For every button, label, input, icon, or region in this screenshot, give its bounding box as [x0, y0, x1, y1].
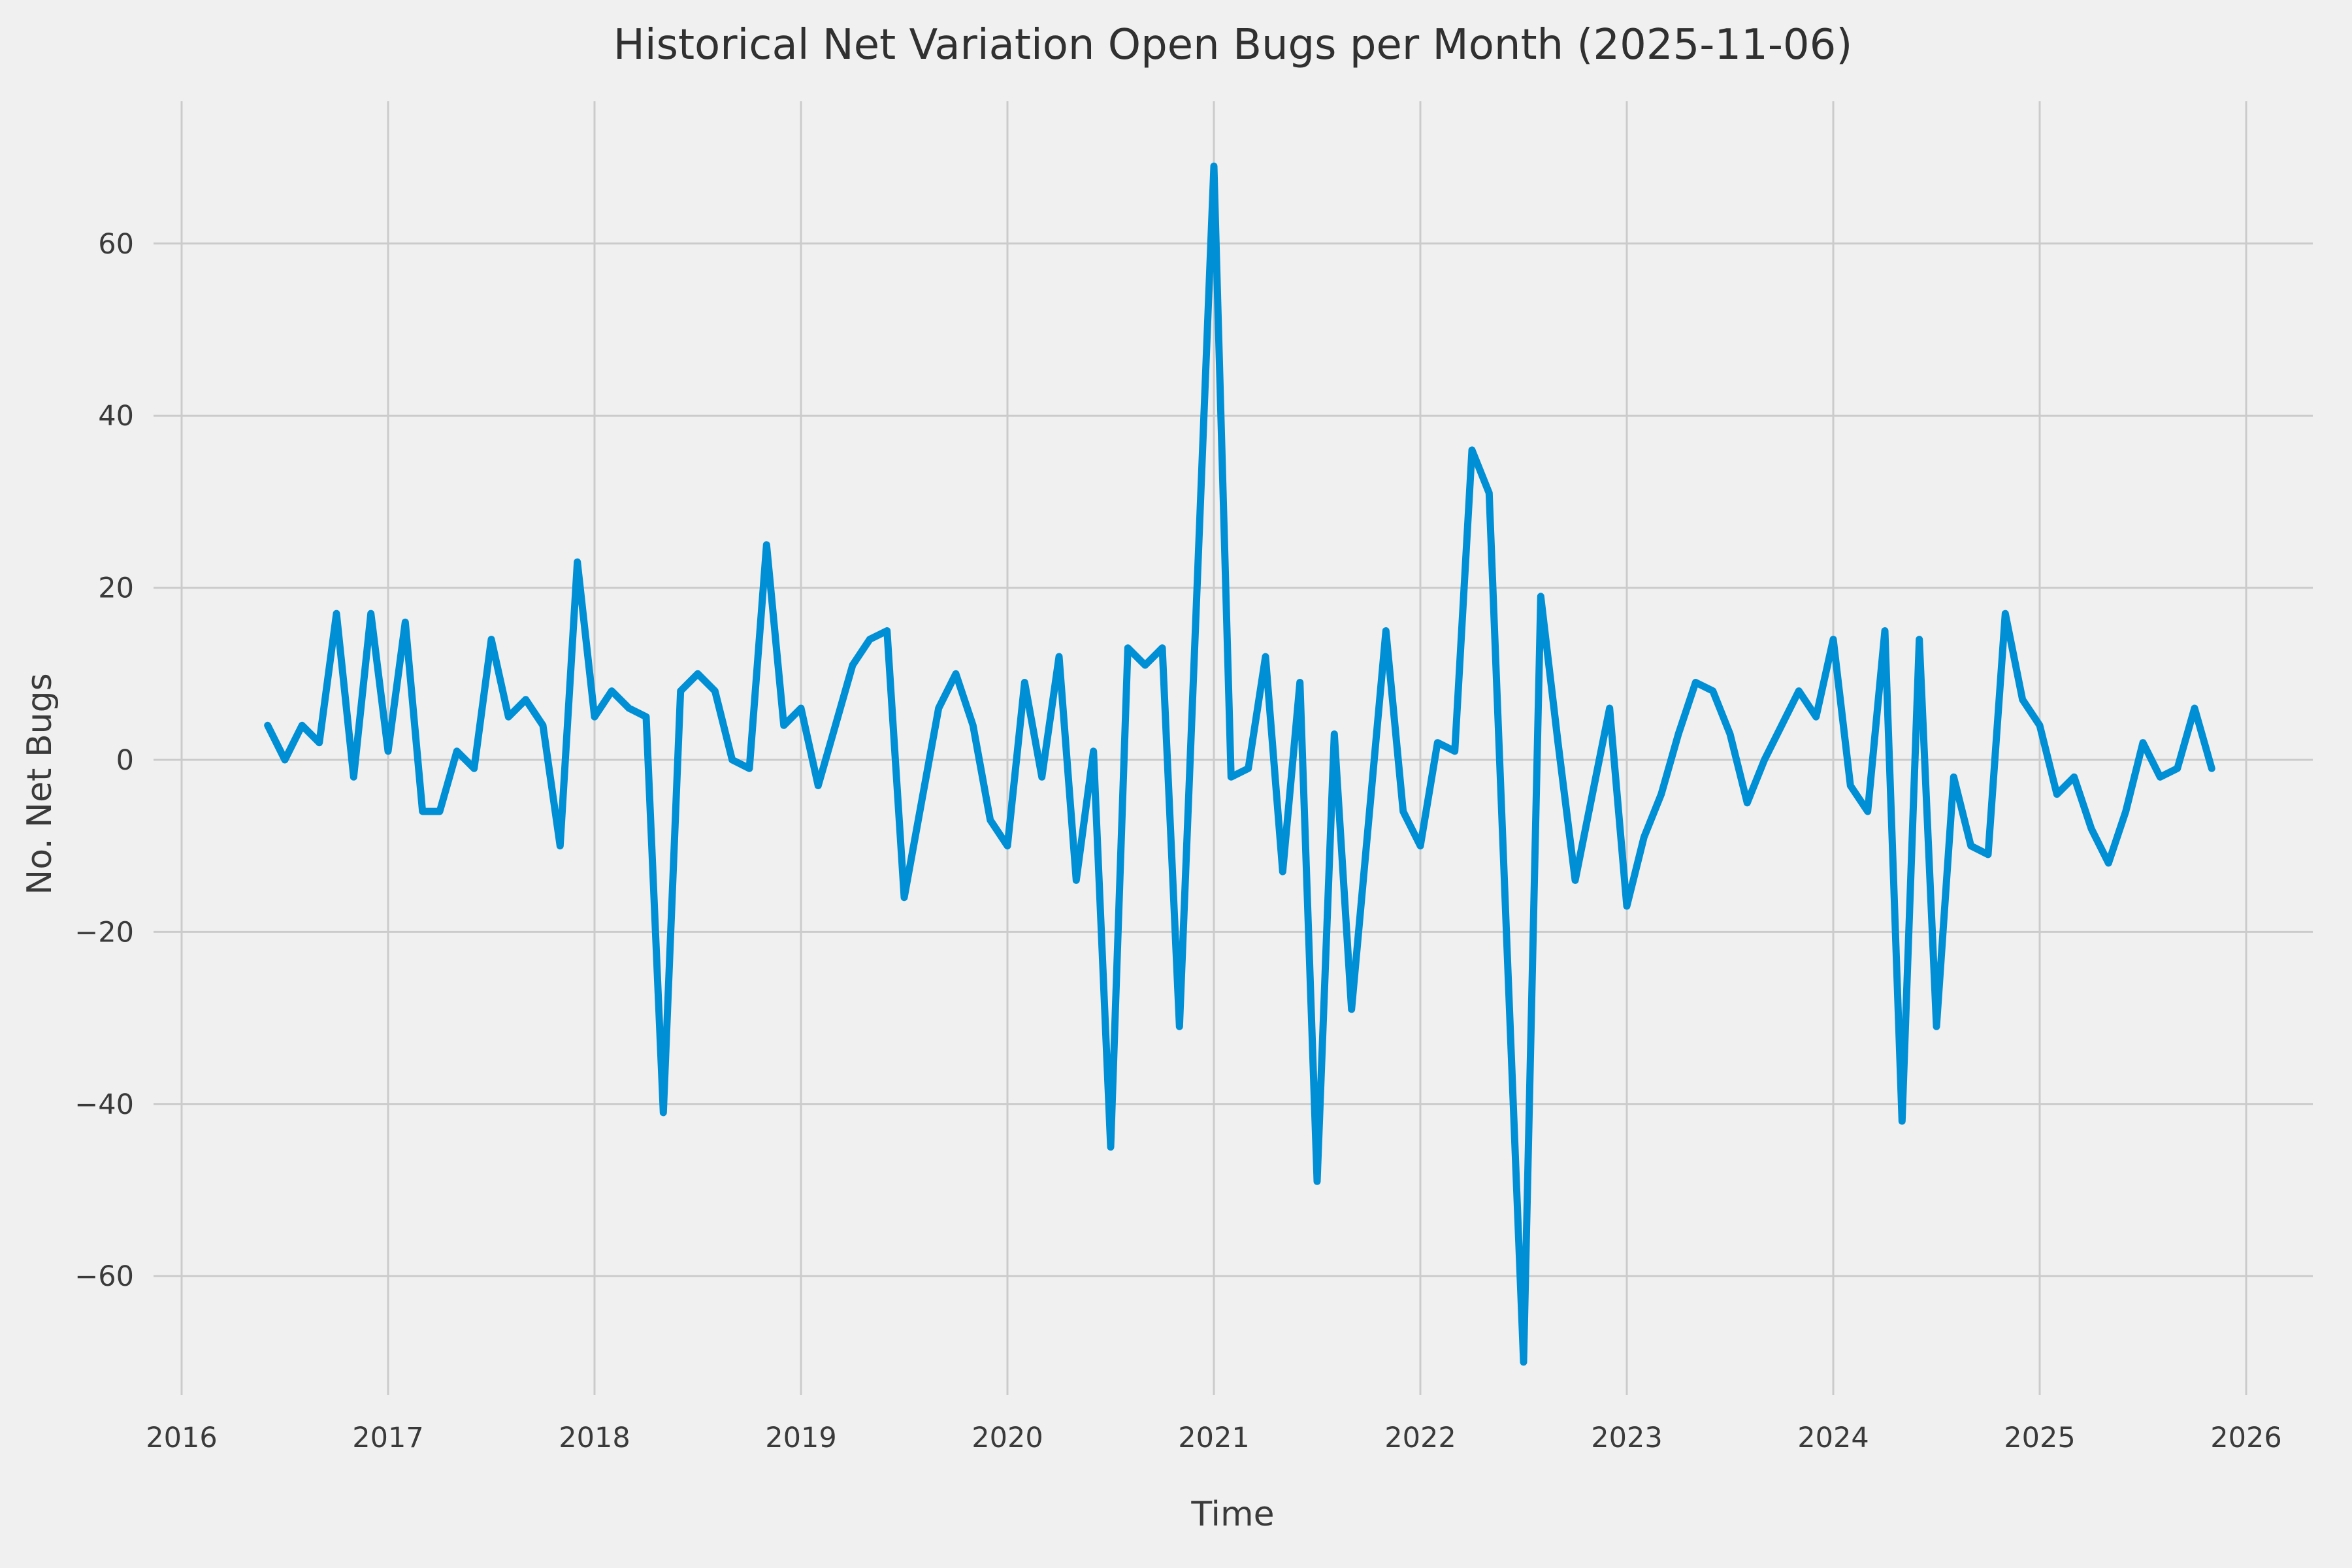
x-tick-label: 2022 [1384, 1422, 1456, 1454]
y-tick-label: 60 [98, 228, 134, 261]
x-tick-label: 2021 [1178, 1422, 1249, 1454]
y-tick-label: 0 [116, 744, 134, 777]
x-tick-label: 2024 [1797, 1422, 1869, 1454]
y-tick-label: −20 [74, 916, 134, 949]
grid [154, 101, 2313, 1395]
x-tick-label: 2017 [352, 1422, 423, 1454]
tick-labels: 2016 2017 2018 2019 2020 2021 2022 2023 2024 2025… [74, 228, 2281, 1454]
y-tick-label: −40 [74, 1088, 134, 1121]
x-tick-label: 2026 [2210, 1422, 2281, 1454]
y-tick-label: 20 [98, 572, 134, 605]
x-tick-label: 2019 [765, 1422, 836, 1454]
x-tick-label: 2018 [559, 1422, 630, 1454]
x-tick-label: 2025 [2004, 1422, 2075, 1454]
x-tick-label: 2023 [1591, 1422, 1662, 1454]
chart-title: Historical Net Variation Open Bugs per M… [613, 21, 1853, 69]
data-series [264, 162, 2215, 1366]
x-tick-label: 2016 [146, 1422, 217, 1454]
series-line-net-open-bugs-per-month [264, 162, 2215, 1366]
x-tick-label: 2020 [972, 1422, 1043, 1454]
x-axis-label: Time [1190, 1495, 1274, 1534]
y-tick-label: 40 [98, 400, 134, 433]
y-axis-label: No. Net Bugs [20, 673, 59, 894]
y-tick-label: −60 [74, 1260, 134, 1293]
